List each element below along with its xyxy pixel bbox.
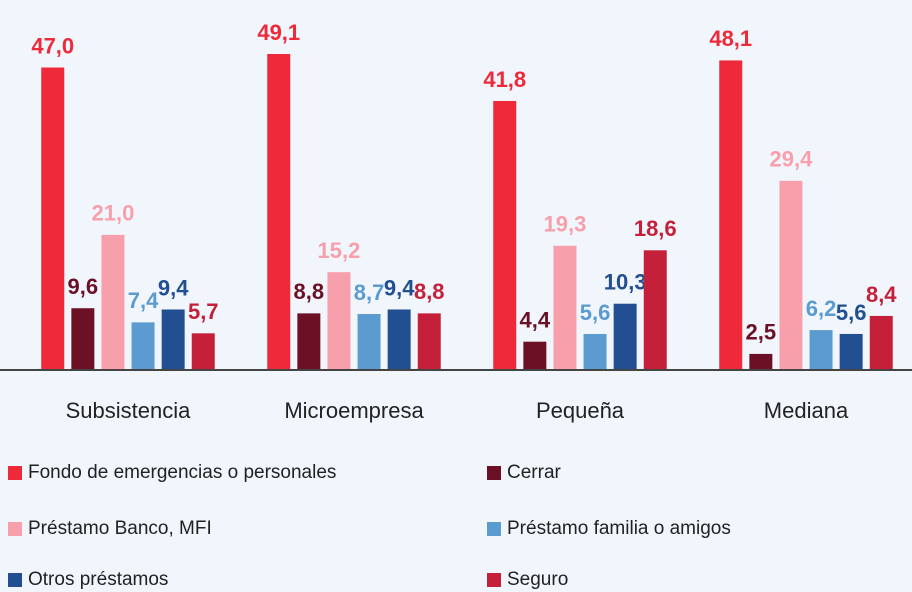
- bar: [191, 333, 215, 370]
- bar: [779, 180, 803, 370]
- bar: [719, 60, 743, 370]
- legend-swatch: [487, 573, 501, 587]
- legend-label: Otros préstamos: [28, 569, 168, 590]
- legend-swatch: [8, 466, 22, 480]
- data-label: 21,0: [92, 201, 135, 226]
- bar: [101, 234, 125, 370]
- data-label: 8,4: [866, 282, 897, 307]
- legend-swatch: [487, 522, 501, 536]
- bar: [417, 313, 441, 370]
- bar: [809, 330, 833, 370]
- data-label: 49,1: [257, 20, 300, 45]
- data-label: 8,8: [414, 279, 445, 304]
- bar: [583, 333, 607, 370]
- legend-label: Cerrar: [507, 462, 562, 483]
- data-label: 15,2: [318, 238, 361, 263]
- bar: [869, 315, 893, 370]
- bar: [161, 309, 185, 370]
- bar: [267, 54, 291, 370]
- bar: [71, 308, 95, 370]
- data-label: 7,4: [128, 288, 159, 313]
- bar: [387, 309, 411, 370]
- bar: [749, 353, 773, 370]
- x-tick-label: Mediana: [764, 398, 849, 423]
- bar: [839, 333, 863, 370]
- data-label: 2,5: [746, 320, 777, 345]
- legend-label: Préstamo Banco, MFI: [28, 518, 212, 539]
- data-label: 6,2: [806, 296, 837, 321]
- data-label: 29,4: [770, 147, 814, 172]
- data-label: 10,3: [604, 270, 647, 295]
- legend-swatch: [8, 522, 22, 536]
- data-label: 8,8: [294, 279, 325, 304]
- bar: [613, 303, 637, 370]
- bar: [41, 67, 65, 371]
- bar: [553, 245, 577, 370]
- legend-swatch: [8, 573, 22, 587]
- data-label: 5,6: [580, 300, 611, 325]
- legend-label: Seguro: [507, 569, 568, 590]
- data-label: 48,1: [709, 26, 752, 51]
- data-label: 9,6: [68, 274, 99, 299]
- data-label: 8,7: [354, 280, 385, 305]
- bar: [327, 272, 351, 370]
- x-tick-label: Microempresa: [284, 398, 424, 423]
- data-label: 47,0: [31, 33, 74, 58]
- data-label: 9,4: [384, 275, 415, 300]
- data-label: 5,6: [836, 300, 867, 325]
- bar: [643, 250, 667, 370]
- bar: [131, 322, 155, 370]
- bar: [523, 341, 547, 370]
- bar: [357, 314, 381, 370]
- legend-swatch: [487, 466, 501, 480]
- bar: [297, 313, 321, 370]
- x-tick-label: Pequeña: [536, 398, 625, 423]
- bar: [493, 100, 517, 371]
- data-label: 4,4: [520, 307, 551, 332]
- legend-label: Fondo de emergencias o personales: [28, 462, 336, 483]
- legend-label: Préstamo familia o amigos: [507, 518, 731, 539]
- data-label: 5,7: [188, 299, 219, 324]
- data-label: 18,6: [634, 216, 677, 241]
- data-label: 41,8: [483, 67, 526, 92]
- data-label: 19,3: [544, 212, 587, 237]
- x-tick-label: Subsistencia: [66, 398, 192, 423]
- data-label: 9,4: [158, 275, 189, 300]
